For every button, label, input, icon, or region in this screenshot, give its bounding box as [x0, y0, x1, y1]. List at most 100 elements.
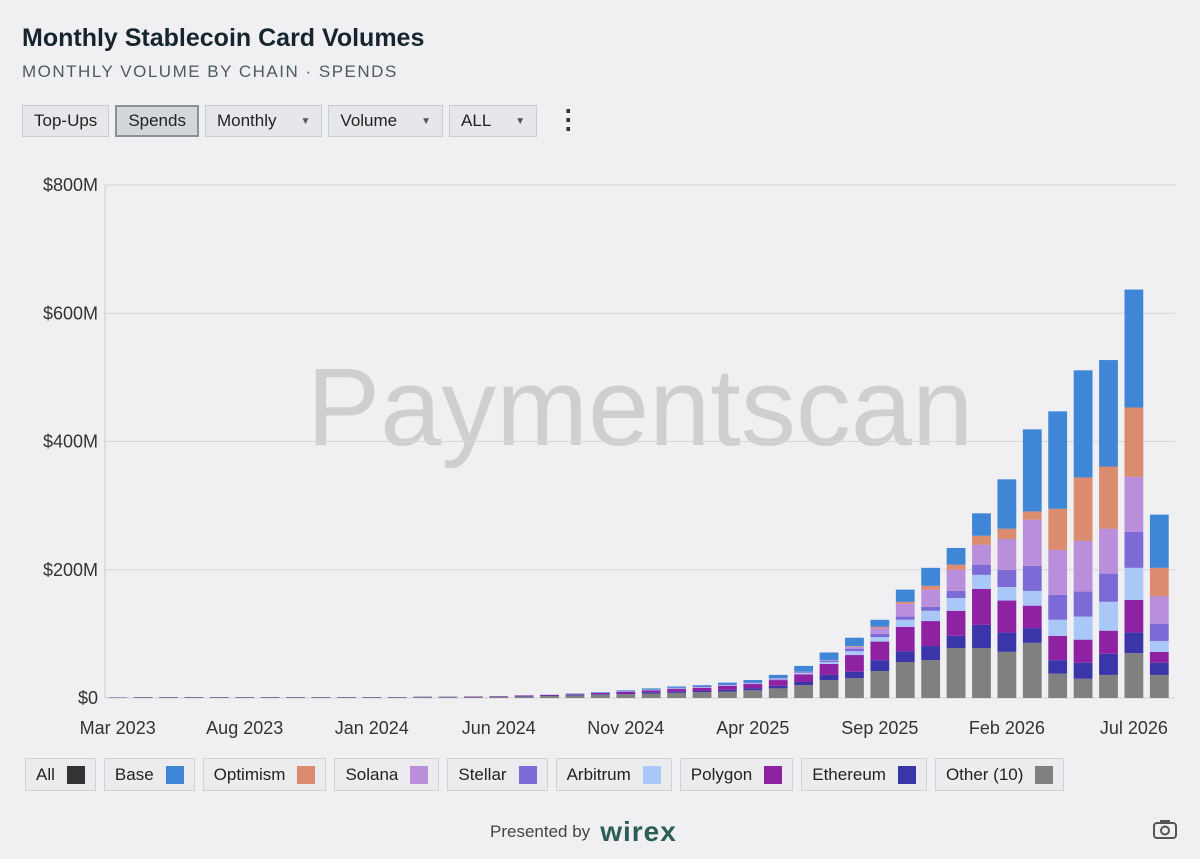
bar-segment: [1048, 594, 1068, 620]
bar-segment: [921, 621, 941, 647]
brand: wirex: [600, 816, 677, 847]
legend-item[interactable]: Optimism: [202, 758, 327, 791]
bar-segment: [1073, 678, 1093, 698]
x-tick-label: Apr 2025: [716, 718, 789, 738]
y-tick-label: $600M: [43, 303, 98, 323]
bar-segment: [895, 626, 915, 652]
bar-segment: [972, 647, 991, 698]
bar-segment: [565, 693, 585, 695]
control-button[interactable]: Spends: [115, 105, 199, 137]
bar-segment: [768, 680, 788, 686]
bar-segment: [768, 688, 788, 698]
bar-segment: [590, 694, 610, 695]
y-tick-label: $800M: [43, 175, 98, 195]
legend-label: Polygon: [690, 764, 753, 784]
bar-segment: [768, 679, 788, 681]
bar-segment: [845, 646, 864, 647]
bar-segment: [1099, 466, 1118, 529]
legend-item[interactable]: Ethereum: [801, 758, 927, 791]
bar-segment: [921, 567, 941, 586]
bar-segment: [641, 693, 661, 698]
bar-segment: [743, 690, 763, 698]
bar-segment: [794, 671, 814, 673]
bar-segment: [1149, 651, 1169, 663]
bar-segment: [438, 697, 458, 698]
control-label: ALL: [461, 111, 492, 130]
bar-segment: [565, 694, 585, 695]
control-button[interactable]: Volume ▼: [328, 105, 444, 137]
legend-label: Optimism: [213, 764, 286, 784]
bar-segment: [718, 691, 737, 698]
bar-segment: [946, 610, 966, 636]
bar-segment: [616, 693, 636, 695]
bar-segment: [692, 692, 712, 698]
bar-segment: [768, 678, 788, 679]
bar-segment: [972, 544, 991, 565]
presented-by: Presented by: [490, 822, 591, 841]
legend-item[interactable]: All: [25, 758, 96, 791]
bar-segment: [590, 694, 610, 698]
legend-swatch: [66, 765, 85, 784]
legend-item[interactable]: Base: [103, 758, 195, 791]
bar-segment: [921, 606, 941, 611]
bar-segment: [870, 633, 890, 638]
x-tick-label: Feb 2026: [969, 718, 1045, 738]
bar-segment: [743, 682, 763, 684]
bar-segment: [1099, 528, 1118, 574]
bar-segment: [1048, 660, 1068, 674]
camera-icon[interactable]: [1152, 818, 1178, 840]
legend-label: All: [36, 764, 55, 784]
bar-segment: [819, 674, 839, 681]
bar-segment: [743, 680, 763, 683]
bar-segment: [743, 688, 763, 691]
bar-segment: [667, 689, 687, 692]
footer: Presented by wirex: [490, 816, 677, 848]
bar-segment: [667, 688, 687, 690]
bar-segment: [921, 646, 941, 661]
legend-swatch: [764, 765, 783, 784]
control-button[interactable]: ALL ▼: [449, 105, 538, 137]
bar-segment: [1022, 565, 1042, 591]
bar-segment: [718, 685, 737, 690]
bar-segment: [590, 692, 610, 695]
bar-segment: [1124, 289, 1144, 408]
bar-segment: [972, 588, 991, 625]
bar-segment: [946, 569, 966, 591]
bar-segment: [590, 692, 610, 693]
bar-segment: [1149, 674, 1169, 698]
bar-segment: [1073, 662, 1093, 679]
bar-segment: [1124, 567, 1144, 600]
bar-segment: [616, 690, 636, 692]
bar-segment: [133, 697, 153, 698]
bar-segment: [845, 646, 864, 649]
bar-segment: [870, 660, 890, 672]
legend: All Base Optimism Solana Stellar Arbitrum Poly…: [25, 758, 1065, 791]
bar-segment: [1099, 653, 1118, 675]
bar-segment: [1022, 642, 1042, 698]
bar-segment: [946, 547, 966, 565]
bar-segment: [514, 696, 534, 698]
bar-segment: [1048, 635, 1068, 661]
more-menu[interactable]: ⋮: [555, 104, 582, 134]
legend-label: Solana: [345, 764, 399, 784]
watermark: Paymentscan: [307, 346, 973, 469]
control-button[interactable]: Top-Ups: [22, 105, 110, 137]
legend-item[interactable]: Polygon: [679, 758, 794, 791]
bar-segment: [514, 696, 534, 697]
bar-segment: [565, 695, 585, 698]
bar-segment: [895, 616, 915, 620]
legend-item[interactable]: Solana: [334, 758, 440, 791]
bar-segment: [692, 686, 712, 688]
legend-item[interactable]: Arbitrum: [555, 758, 672, 791]
bar-segment: [1149, 596, 1169, 624]
bar-segment: [1073, 477, 1093, 541]
bar-segment: [870, 619, 890, 627]
bar-segment: [819, 660, 839, 661]
legend-swatch: [297, 765, 316, 784]
bar-segment: [1022, 605, 1042, 629]
control-button[interactable]: Monthly ▼: [204, 105, 323, 137]
bar-segment: [794, 674, 814, 682]
legend-item[interactable]: Other (10): [934, 758, 1065, 791]
legend-item[interactable]: Stellar: [447, 758, 548, 791]
dropdown-caret: ▼: [515, 115, 526, 127]
